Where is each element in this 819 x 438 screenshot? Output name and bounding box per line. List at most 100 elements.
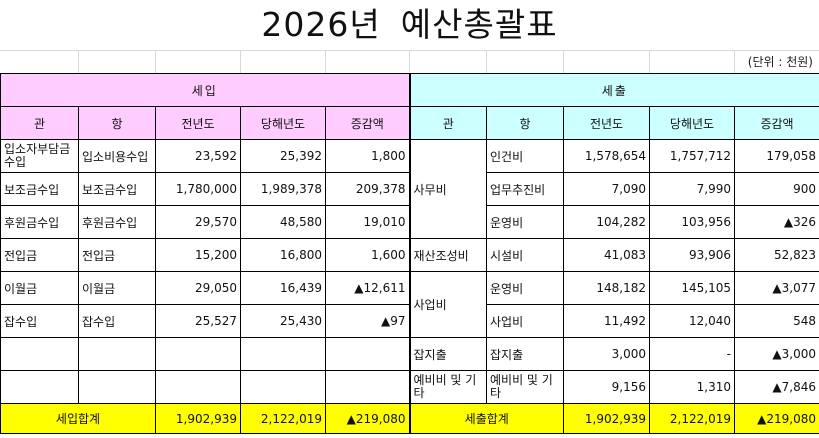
expense-curr: - bbox=[649, 337, 735, 371]
empty-cell bbox=[155, 337, 241, 371]
grid-line bbox=[325, 50, 326, 73]
revenue-curr: 25,430 bbox=[240, 304, 326, 338]
page-title: 2026년 예산총괄표 bbox=[0, 0, 819, 50]
expense-header-gwan: 관 bbox=[408, 106, 487, 140]
expense-hang: 예비비 및 기타 bbox=[486, 370, 564, 404]
expense-hang: 운영비 bbox=[486, 271, 564, 305]
expense-prev: 41,083 bbox=[563, 238, 650, 272]
revenue-gwan: 전입금 bbox=[0, 238, 79, 272]
revenue-header-hang: 항 bbox=[78, 106, 156, 140]
expense-diff: 52,823 bbox=[734, 238, 819, 272]
expense-diff: ▲3,000 bbox=[734, 337, 819, 371]
revenue-header-curr: 당해년도 bbox=[240, 106, 326, 140]
expense-prev: 3,000 bbox=[563, 337, 650, 371]
grid-line bbox=[155, 50, 156, 73]
revenue-diff: 1,600 bbox=[325, 238, 410, 272]
table-row: 예비비 및 기타 예비비 및 기타 9,156 1,310 ▲7,846 bbox=[0, 370, 819, 404]
empty-cell bbox=[240, 337, 326, 371]
revenue-diff: 19,010 bbox=[325, 205, 410, 239]
expense-total-label: 세출합계 bbox=[408, 403, 564, 434]
expense-prev: 7,090 bbox=[563, 172, 650, 206]
expense-prev: 9,156 bbox=[563, 370, 650, 404]
empty-cell bbox=[240, 370, 326, 404]
grid-line bbox=[649, 50, 650, 73]
revenue-prev: 15,200 bbox=[155, 238, 241, 272]
empty-cell bbox=[0, 370, 79, 404]
revenue-gwan: 보조금수입 bbox=[0, 172, 79, 206]
grid-line bbox=[78, 50, 79, 73]
expense-prev: 104,282 bbox=[563, 205, 650, 239]
empty-cell bbox=[325, 370, 410, 404]
revenue-gwan: 이월금 bbox=[0, 271, 79, 305]
total-row: 세입합계 1,902,939 2,122,019 ▲219,080 세출합계 1… bbox=[0, 403, 819, 434]
expense-curr: 12,040 bbox=[649, 304, 735, 338]
revenue-hang: 후원금수입 bbox=[78, 205, 156, 239]
empty-cell bbox=[0, 337, 79, 371]
expense-gwan-group: 재산조성비 bbox=[408, 238, 487, 272]
expense-diff: 900 bbox=[734, 172, 819, 206]
revenue-diff: 1,800 bbox=[325, 139, 410, 173]
revenue-prev: 1,780,000 bbox=[155, 172, 241, 206]
revenue-hang: 잡수입 bbox=[78, 304, 156, 338]
expense-prev: 1,578,654 bbox=[563, 139, 650, 173]
expense-header-hang: 항 bbox=[486, 106, 564, 140]
expense-curr: 1,757,712 bbox=[649, 139, 735, 173]
title-name: 예산총괄표 bbox=[400, 5, 558, 44]
revenue-curr: 25,392 bbox=[240, 139, 326, 173]
expense-header-diff: 증감액 bbox=[734, 106, 819, 140]
revenue-total-prev: 1,902,939 bbox=[155, 403, 241, 434]
empty-cell bbox=[78, 370, 156, 404]
revenue-hang: 보조금수입 bbox=[78, 172, 156, 206]
revenue-header-diff: 증감액 bbox=[325, 106, 410, 140]
revenue-curr: 1,989,378 bbox=[240, 172, 326, 206]
expense-diff: 179,058 bbox=[734, 139, 819, 173]
expense-total-curr: 2,122,019 bbox=[649, 403, 735, 434]
table-row: 보조금수입 보조금수입 1,780,000 1,989,378 209,378 … bbox=[0, 172, 819, 206]
revenue-header-gwan: 관 bbox=[0, 106, 79, 140]
expense-total-prev: 1,902,939 bbox=[563, 403, 650, 434]
revenue-total-curr: 2,122,019 bbox=[240, 403, 326, 434]
title-year: 2026년 bbox=[261, 5, 381, 44]
empty-cell bbox=[78, 337, 156, 371]
grid-line bbox=[486, 50, 487, 73]
revenue-section-header: 세입 bbox=[0, 73, 410, 107]
expense-diff: ▲7,846 bbox=[734, 370, 819, 404]
expense-total-diff: ▲219,080 bbox=[734, 403, 819, 434]
expense-header-curr: 당해년도 bbox=[649, 106, 735, 140]
expense-header-prev: 전년도 bbox=[563, 106, 650, 140]
empty-cell bbox=[325, 337, 410, 371]
revenue-curr: 16,800 bbox=[240, 238, 326, 272]
grid-line bbox=[409, 50, 410, 73]
expense-curr: 7,990 bbox=[649, 172, 735, 206]
table-row: 이월금 이월금 29,050 16,439 ▲12,611 사업비 운영비 14… bbox=[0, 271, 819, 338]
expense-section-header: 세출 bbox=[408, 73, 819, 107]
table-row: 전입금 전입금 15,200 16,800 1,600 재산조성비 시설비 41… bbox=[0, 238, 819, 272]
expense-diff: ▲326 bbox=[734, 205, 819, 239]
empty-cell bbox=[155, 370, 241, 404]
expense-gwan-group: 사업비 bbox=[408, 271, 487, 338]
grid-line bbox=[563, 50, 564, 73]
expense-curr: 93,906 bbox=[649, 238, 735, 272]
expense-diff: 548 bbox=[734, 304, 819, 338]
revenue-gwan: 입소자부담금수입 bbox=[0, 139, 79, 173]
revenue-prev: 29,050 bbox=[155, 271, 241, 305]
revenue-total-diff: ▲219,080 bbox=[325, 403, 410, 434]
expense-hang: 시설비 bbox=[486, 238, 564, 272]
expense-hang: 운영비 bbox=[486, 205, 564, 239]
revenue-total-label: 세입합계 bbox=[0, 403, 156, 434]
revenue-hang: 전입금 bbox=[78, 238, 156, 272]
revenue-prev: 25,527 bbox=[155, 304, 241, 338]
expense-hang: 사업비 bbox=[486, 304, 564, 338]
expense-hang: 인건비 bbox=[486, 139, 564, 173]
expense-hang: 잡지출 bbox=[486, 337, 564, 371]
revenue-gwan: 후원금수입 bbox=[0, 205, 79, 239]
unit-label: (단위 : 천원) bbox=[747, 55, 813, 69]
revenue-prev: 23,592 bbox=[155, 139, 241, 173]
expense-prev: 11,492 bbox=[563, 304, 650, 338]
revenue-prev: 29,570 bbox=[155, 205, 241, 239]
expense-curr: 1,310 bbox=[649, 370, 735, 404]
revenue-hang: 이월금 bbox=[78, 271, 156, 305]
table-row: 잡수입 잡수입 25,527 25,430 ▲97 사업비 11,492 12,… bbox=[0, 304, 819, 338]
expense-curr: 145,105 bbox=[649, 271, 735, 305]
expense-gwan-group: 사무비 bbox=[408, 139, 487, 239]
